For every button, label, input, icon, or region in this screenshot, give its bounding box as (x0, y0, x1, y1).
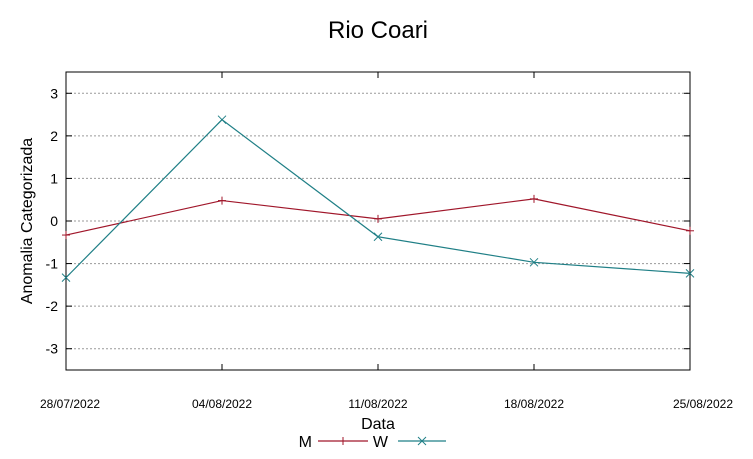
data-point-W (61, 273, 71, 282)
y-tick-label: 2 (50, 128, 58, 144)
x-tick-label: 28/07/2022 (40, 397, 100, 411)
data-point-W (217, 115, 227, 125)
data-point-M (218, 196, 226, 205)
data-point-M (374, 214, 382, 223)
y-tick-label: 3 (50, 85, 58, 101)
y-ticks: 3 2 1 0 -1 -2 -3 (46, 85, 690, 357)
x-tick-label: 04/08/2022 (192, 397, 252, 411)
y-tick-label: -2 (46, 298, 59, 314)
data-point-W (685, 269, 695, 278)
data-point-W (529, 257, 539, 267)
x-tick-label: 11/08/2022 (348, 397, 407, 411)
y-tick-label: -3 (46, 341, 59, 357)
series-lines (61, 115, 695, 282)
series-line-W (65, 118, 691, 279)
y-tick-label: -1 (46, 256, 59, 272)
y-tick-label: 1 (50, 170, 58, 186)
chart-title: Rio Coari (328, 17, 428, 44)
legend-label-M: M (299, 434, 312, 451)
y-axis-label: Anomalia Categorizada (19, 138, 36, 304)
grid-lines (66, 92, 690, 350)
legend-marker-W (417, 436, 427, 446)
data-point-M (686, 226, 694, 235)
legend-marker-M (339, 437, 347, 445)
data-point-M (62, 231, 70, 240)
data-point-M (530, 194, 538, 203)
y-tick-label: 0 (50, 213, 58, 229)
legend-label-W: W (373, 434, 389, 451)
data-point-W (373, 232, 383, 242)
x-tick-label: 18/08/2022 (504, 397, 564, 411)
x-ticks: 28/07/2022 04/08/2022 11/08/2022 18/08/2022… (40, 72, 733, 411)
x-axis-label: Data (361, 416, 395, 433)
x-tick-label: 25/08/2022 (673, 397, 733, 411)
